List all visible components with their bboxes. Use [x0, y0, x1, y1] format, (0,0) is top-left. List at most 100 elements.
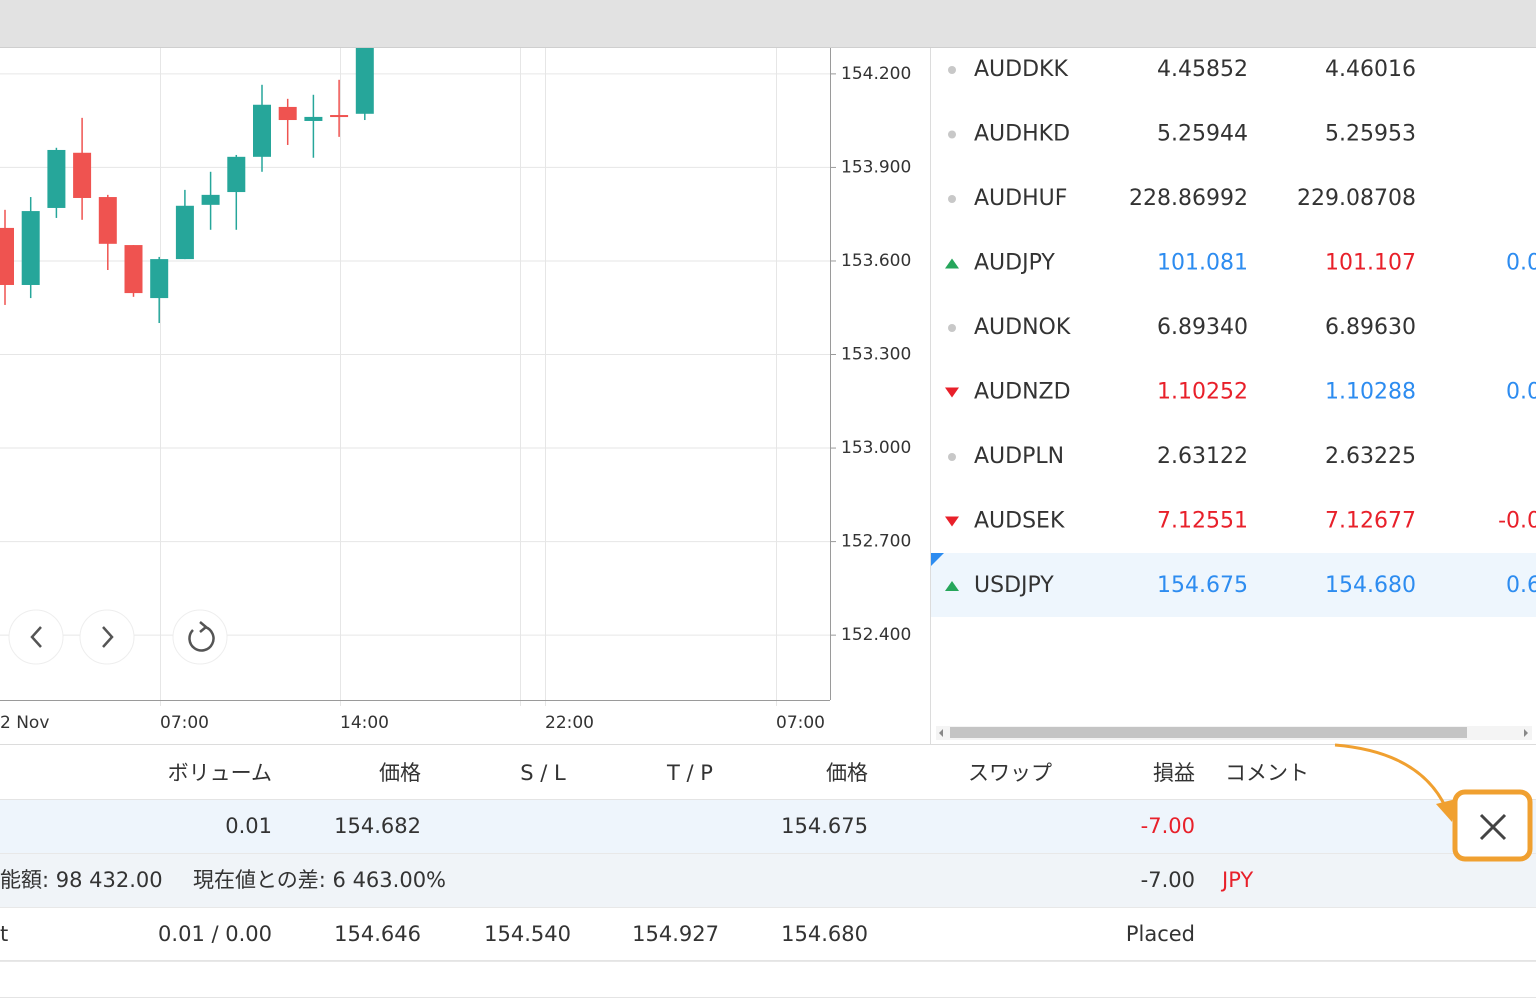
cell: 現在値との差: 6 463.00% [193, 868, 446, 892]
cell: JPY [1220, 868, 1253, 892]
nav-buttons [8, 609, 228, 665]
change: 0.0 [1506, 380, 1536, 405]
candle-body [98, 197, 117, 244]
x-tick-label: 07:00 [776, 713, 825, 733]
trend-down [945, 516, 959, 527]
ask: 2.63225 [1325, 444, 1416, 469]
ask: 6.89630 [1325, 315, 1416, 340]
bid: 101.081 [1157, 251, 1248, 276]
ask: 101.107 [1325, 251, 1416, 276]
column-header: T / P [666, 761, 713, 785]
candle-body [124, 245, 143, 294]
column-header: 価格 [379, 761, 421, 785]
cell: 154.646 [334, 922, 421, 946]
next-button[interactable] [79, 609, 135, 665]
candle-body [227, 156, 246, 193]
symbol: AUDNOK [974, 315, 1071, 340]
column-header: S / L [520, 761, 566, 785]
trend-down [945, 387, 959, 398]
scroll-thumb[interactable] [950, 727, 1467, 738]
cell: 0.01 / 0.00 [158, 922, 272, 946]
column-header: 損益 [1153, 761, 1195, 785]
change: 0.0 [1506, 251, 1536, 276]
candle-body [47, 149, 66, 208]
trend-up [945, 581, 959, 591]
trend-up [945, 258, 959, 269]
candle-body [304, 116, 323, 121]
trend-flat [948, 130, 956, 139]
selected-row-bg [930, 553, 1536, 617]
reset-button[interactable] [172, 609, 228, 665]
bid: 154.675 [1157, 573, 1248, 598]
cell: t [0, 922, 8, 946]
x-tick-label: 22:00 [545, 713, 594, 733]
candle-body [330, 115, 349, 118]
bid: 5.25944 [1157, 122, 1248, 147]
y-tick-label: 153.300 [841, 345, 911, 365]
top-bar [0, 0, 1536, 47]
symbol: AUDPLN [974, 444, 1064, 469]
ask: 229.08708 [1297, 186, 1416, 211]
cell: 154.680 [781, 922, 868, 946]
symbol: AUDHUF [974, 186, 1067, 211]
plot [0, 48, 830, 706]
scroll-right[interactable] [1524, 729, 1528, 737]
y-tick-label: 153.900 [841, 157, 911, 177]
reset-icon [188, 621, 215, 652]
callout-arrowhead [1436, 799, 1456, 822]
bid: 6.89340 [1157, 315, 1248, 340]
candle-body [201, 194, 220, 205]
symbol: AUDSEK [974, 509, 1065, 534]
candle-body [0, 227, 14, 285]
change: -0.0 [1498, 509, 1536, 534]
ask: 154.680 [1325, 573, 1416, 598]
bid: 1.10252 [1157, 380, 1248, 405]
next-icon [102, 626, 114, 648]
positions-rows [0, 800, 1536, 962]
ask: 5.25953 [1325, 122, 1416, 147]
trend-flat [948, 453, 956, 461]
ask: 7.12677 [1325, 509, 1416, 534]
y-tick-label: 152.400 [841, 625, 911, 645]
h-scrollbar [936, 726, 1532, 740]
candle-body [73, 152, 92, 198]
cell: -7.00 [1141, 814, 1195, 838]
column-header: ボリューム [168, 761, 272, 785]
close-position-button[interactable] [1479, 813, 1507, 841]
x-tick-label: 14:00 [340, 713, 389, 733]
ask: 1.10288 [1325, 380, 1416, 405]
column-header: 価格 [826, 761, 868, 785]
symbol: USDJPY [974, 573, 1054, 598]
symbol: AUDNZD [974, 380, 1071, 405]
candle-body [175, 205, 194, 260]
cell: 154.540 [484, 922, 571, 946]
symbol: AUDDKK [974, 57, 1068, 82]
cell: Placed [1126, 922, 1195, 946]
symbol: AUDHKD [974, 122, 1070, 147]
trend-flat [948, 324, 956, 332]
bid: 7.12551 [1157, 509, 1248, 534]
scroll-left[interactable] [939, 729, 943, 737]
cell: 0.01 [225, 814, 272, 838]
candle-body [21, 211, 40, 285]
cell: 154.927 [632, 922, 719, 946]
y-tick-label: 153.600 [841, 251, 911, 271]
column-header: スワップ [968, 761, 1052, 785]
candle-body [150, 259, 169, 299]
x-tick-label: 07:00 [160, 713, 209, 733]
prev-button[interactable] [8, 609, 64, 665]
change: 0.6 [1506, 573, 1536, 598]
cell: -7.00 [1141, 868, 1195, 892]
y-tick-label: 153.000 [841, 438, 911, 458]
y-tick-label: 154.200 [841, 64, 911, 84]
row-bg [0, 800, 1536, 853]
candle-body [253, 104, 271, 157]
prev-icon [30, 626, 42, 648]
trend-flat [948, 66, 956, 74]
trend-flat [948, 195, 956, 203]
symbol: AUDJPY [974, 251, 1055, 276]
candle-body [278, 106, 297, 121]
